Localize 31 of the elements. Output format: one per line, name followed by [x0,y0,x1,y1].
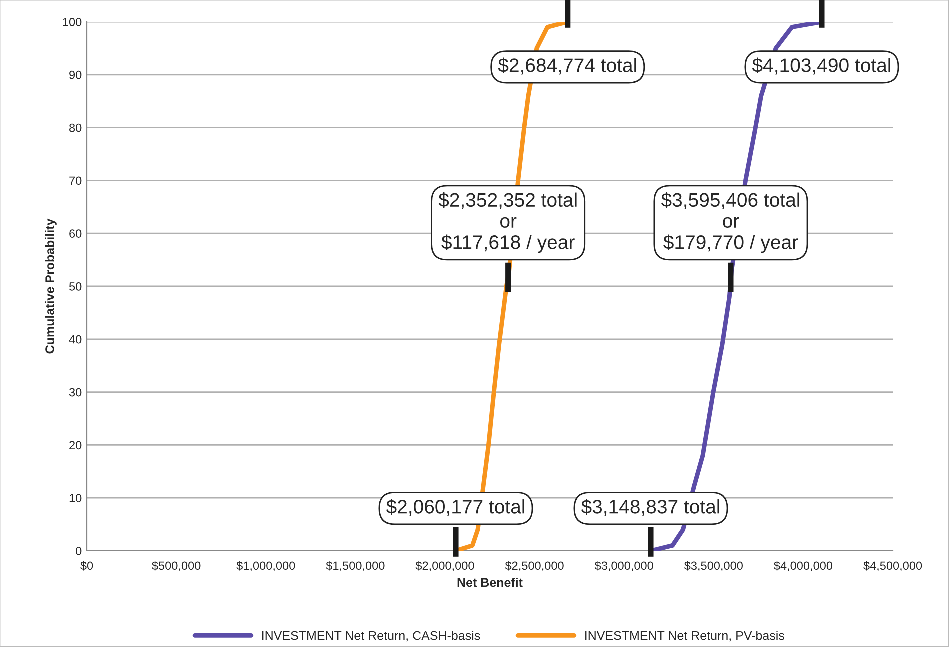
y-tick-label: 100 [63,18,82,26]
annotation: $2,060,177 total [386,499,524,516]
x-tick-label: $500,000 [152,561,201,572]
legend-label: INVESTMENT Net Return, CASH-basis [262,631,480,642]
x-tick-label: $1,500,000 [326,561,385,572]
x-tick-label: $4,500,000 [864,561,922,572]
annotation: $3,148,837 total [581,499,720,516]
x-tick-label: $1,000,000 [236,561,296,572]
x-tick-label: $4,000,000 [774,561,833,572]
y-tick-label: 20 [70,441,82,450]
y-tick-label: 30 [69,388,82,397]
y-tick-label: 50 [69,282,82,291]
y-tick-label: 40 [69,335,82,344]
y-tick-label: 90 [70,70,82,80]
y-tick-label: 80 [70,124,82,132]
annotation: $2,352,352 total or $117,618 / year [438,192,577,254]
y-tick-label: 10 [70,494,82,502]
x-tick-label: $2,000,000 [416,561,474,572]
y-tick-label: 60 [70,230,82,238]
x-tick-label: $2,500,000 [505,561,564,572]
x-tick-label: $3,500,000 [684,561,743,572]
legend-label: INVESTMENT Net Return, PV-basis [586,631,784,642]
annotation: $2,684,774 total [498,58,636,75]
x-tick-label: $3,000,000 [594,561,654,572]
y-axis-title: Cumulative Probability [45,218,57,354]
x-tick-label: $0 [80,561,94,571]
y-tick-label: 0 [76,547,82,556]
annotation: $4,103,490 total [752,58,890,75]
annotation: $3,595,406 total or $179,770 / year [661,192,800,254]
x-axis-title: Net Benefit [458,578,523,588]
y-tick-label: 70 [70,176,82,186]
